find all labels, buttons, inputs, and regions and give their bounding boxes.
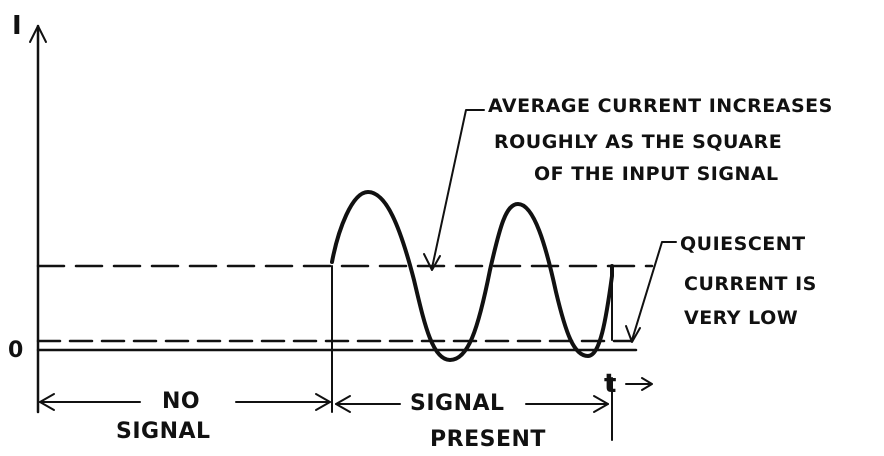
quiescent-current-annotation-line1: QUIESCENT (680, 233, 806, 255)
average-current-annotation-line1: AVERAGE CURRENT INCREASES (488, 95, 833, 117)
y-axis-arrowhead (29, 25, 47, 43)
quiescent-current-leader (631, 241, 677, 341)
average-current-leader-arrowhead (423, 253, 441, 271)
average-current-annotation-line3: OF THE INPUT SIGNAL (534, 163, 779, 185)
no-signal-right-arrowhead (315, 393, 331, 411)
y-axis-label: I (12, 11, 22, 41)
current-waveform (330, 190, 614, 362)
no-signal-label-line1: NO (162, 389, 200, 414)
no-signal-left-arrowhead (39, 393, 55, 411)
quiescent-current-leader-arrowhead (625, 325, 641, 343)
signal-present-right-arrowhead (593, 395, 609, 413)
average-current-annotation-line2: ROUGHLY AS THE SQUARE (494, 131, 782, 153)
origin-label: 0 (8, 338, 24, 363)
quiescent-current-annotation-line2: CURRENT IS (684, 273, 817, 295)
signal-present-label-line1: SIGNAL (410, 391, 505, 416)
signal-present-label-line2: PRESENT (430, 427, 546, 452)
quiescent-current-annotation-line3: VERY LOW (684, 307, 798, 329)
time-axis-arrow (625, 377, 653, 391)
average-current-leader (431, 109, 485, 269)
signal-present-left-arrowhead (335, 395, 351, 413)
no-signal-label-line2: SIGNAL (116, 419, 211, 444)
time-axis-label: t (604, 369, 617, 399)
